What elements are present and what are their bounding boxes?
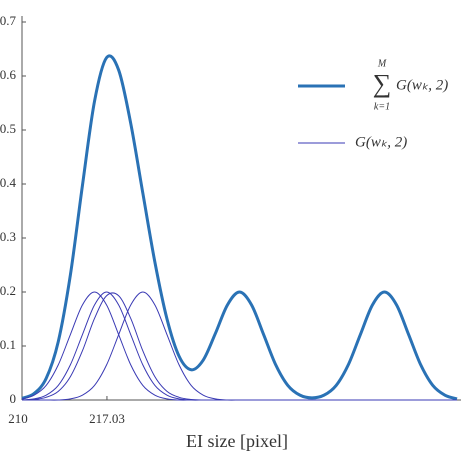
y-tick-label: 0.4 [0, 175, 17, 190]
y-tick-label: 0.6 [0, 67, 17, 82]
x-tick-label: 217.03 [89, 411, 125, 426]
series-line [21, 291, 457, 401]
y-tick-label: 0.5 [0, 121, 16, 136]
y-tick-label: 0.1 [0, 337, 16, 352]
series-line [21, 291, 457, 401]
series-line [22, 291, 457, 401]
series-line [21, 292, 457, 401]
legend-sum-upper: M [377, 58, 387, 69]
legend-sum-lower: k=1 [374, 101, 390, 112]
y-tick-label: 0 [10, 391, 17, 406]
x-tick-label: 210 [8, 411, 28, 426]
y-tick-label: 0.7 [0, 13, 17, 28]
series-line [21, 54, 458, 401]
legend-label: G(wₖ, 2) [355, 134, 407, 150]
y-tick-label: 0.3 [0, 229, 16, 244]
x-axis-label: EI size [pixel] [186, 431, 288, 451]
y-tick-label: 0.2 [0, 283, 16, 298]
legend-label: G(wₖ, 2) [396, 77, 448, 93]
legend-sum-symbol: ∑ [373, 69, 392, 98]
